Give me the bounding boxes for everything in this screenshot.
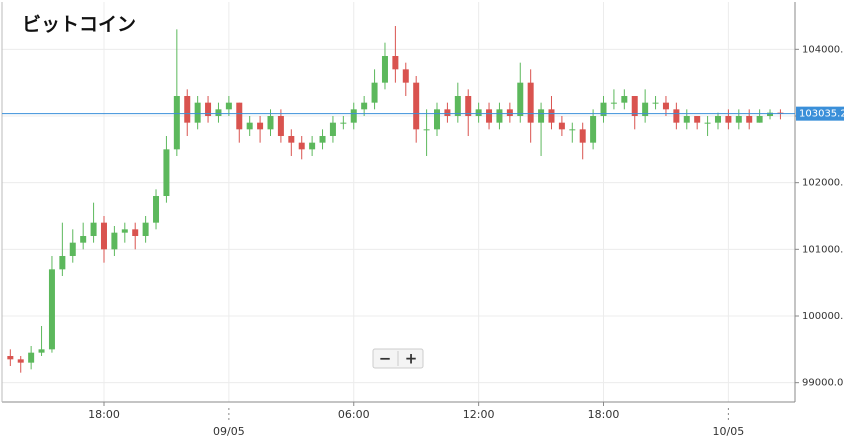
candle-body	[486, 109, 493, 123]
y-tick-label: 101000.0	[802, 244, 844, 255]
candle-body	[600, 102, 607, 116]
candle-body	[319, 136, 326, 143]
candle-body	[38, 349, 45, 353]
candle-body	[361, 102, 368, 110]
candle-body	[610, 102, 617, 104]
candle-body	[496, 109, 503, 123]
candle-body	[413, 82, 420, 130]
candle-body	[642, 102, 649, 116]
candle-body	[246, 122, 253, 130]
candle-body	[267, 116, 274, 130]
candle-body	[329, 122, 336, 136]
candle-body	[17, 359, 24, 363]
candle-body	[579, 129, 586, 143]
candle-body	[725, 116, 732, 123]
candle-body	[277, 116, 284, 136]
candle-body	[621, 96, 628, 103]
candle-body	[683, 116, 690, 123]
candle-body	[7, 356, 14, 360]
candle-body	[465, 96, 472, 116]
date-tick-label: 09/05	[213, 425, 245, 438]
candle-body	[121, 229, 128, 233]
candle-body	[163, 149, 170, 196]
candle-body	[454, 96, 461, 116]
candle-body	[371, 82, 378, 103]
candle-body	[694, 116, 701, 123]
candle-body	[444, 109, 451, 116]
candle-body	[288, 136, 295, 143]
candle-body	[69, 242, 76, 256]
grid	[2, 2, 795, 402]
candle-body	[558, 122, 565, 130]
candle-body	[132, 229, 139, 236]
chart-title: ビットコイン	[22, 14, 136, 36]
candle-body	[225, 102, 232, 110]
candle-body	[184, 96, 191, 123]
candle-body	[434, 109, 441, 130]
candle-body	[90, 222, 97, 236]
candle-body	[527, 82, 534, 123]
candle-body	[215, 109, 222, 116]
candle-body	[236, 102, 243, 130]
candle-body	[756, 116, 763, 123]
candle-body	[746, 116, 753, 123]
candle-body	[298, 142, 305, 150]
x-tick-label: 18:00	[588, 408, 620, 421]
candle-body	[423, 129, 430, 131]
candle-body	[402, 69, 409, 83]
candle-body	[714, 116, 721, 123]
candle-body	[475, 109, 482, 116]
candle-body	[673, 109, 680, 123]
candle-body	[392, 56, 399, 70]
y-tick-label: 99000.0	[802, 378, 843, 389]
price-label: 103035.2	[799, 109, 844, 120]
date-tick-label: 10/05	[713, 425, 745, 438]
candle-body	[153, 196, 160, 223]
candle-body	[767, 112, 774, 116]
y-tick-label: 100000.0	[802, 311, 844, 322]
zoom-controls: − +	[372, 348, 424, 369]
candle-body	[662, 102, 669, 110]
zoom-out[interactable]: −	[379, 350, 392, 368]
x-tick-label: 12:00	[463, 408, 495, 421]
candle-body	[631, 96, 638, 116]
candle-body	[111, 232, 118, 250]
candle-body	[257, 122, 264, 130]
candle-body	[506, 109, 513, 116]
y-tick-label: 102000.0	[802, 178, 844, 189]
x-tick-label: 06:00	[338, 408, 370, 421]
candle-body	[590, 116, 597, 143]
candle-body	[538, 109, 545, 123]
candle-body	[704, 122, 711, 124]
candle-body	[309, 142, 316, 150]
candle-body	[350, 109, 357, 123]
candle-body	[194, 102, 201, 123]
candle-body	[517, 82, 524, 116]
y-tick-label: 104000.0	[802, 44, 844, 55]
zoom-in[interactable]: +	[405, 350, 418, 368]
candle-body	[142, 222, 149, 236]
candles	[7, 26, 784, 373]
candle-body	[735, 116, 742, 123]
candle-body	[80, 236, 87, 243]
price-label-box	[796, 106, 844, 121]
candle-body	[340, 122, 347, 124]
candle-body	[205, 102, 212, 116]
candle-body	[569, 129, 576, 131]
x-tick-label: 18:00	[88, 408, 120, 421]
candle-body	[548, 109, 555, 123]
candle-body	[381, 56, 388, 83]
candle-body	[59, 256, 66, 270]
candle-body	[173, 96, 180, 150]
candle-body	[28, 352, 35, 363]
candle-body	[100, 222, 107, 250]
candle-body	[652, 102, 659, 104]
candle-body	[48, 269, 55, 350]
